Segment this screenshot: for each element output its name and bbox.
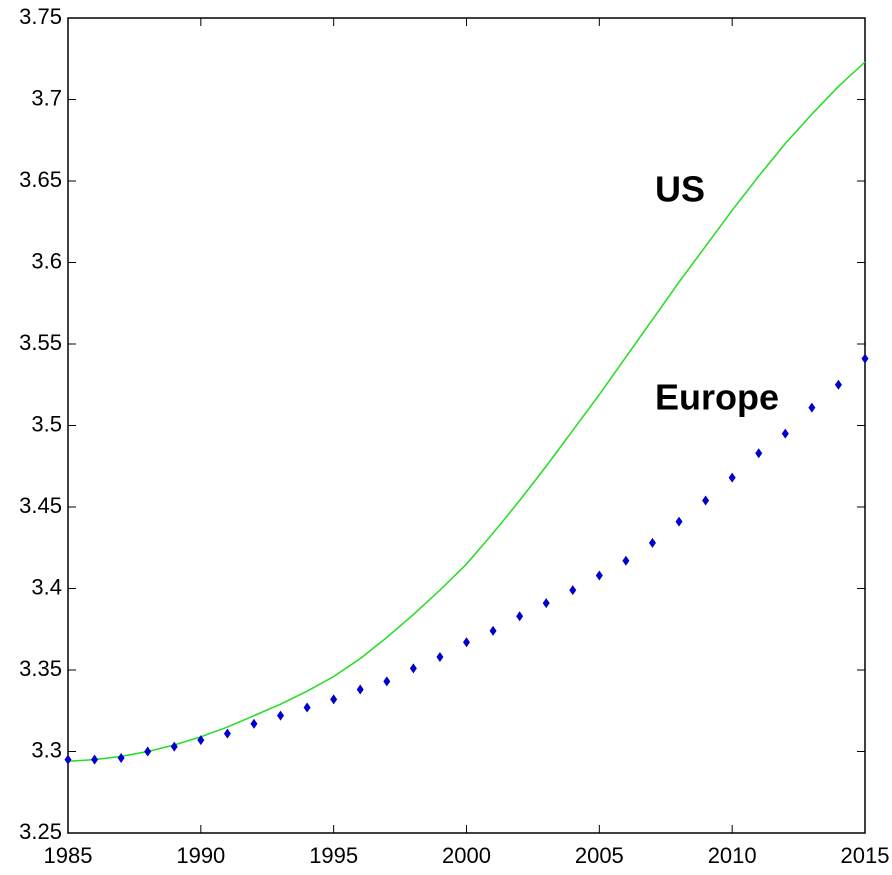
y-tick-label: 3.45 xyxy=(19,493,62,518)
y-tick-label: 3.7 xyxy=(31,85,62,110)
y-tick-label: 3.35 xyxy=(19,656,62,681)
marker xyxy=(595,570,603,581)
marker xyxy=(463,637,470,648)
x-tick-label: 2005 xyxy=(575,843,624,868)
x-tick-label: 1995 xyxy=(309,843,358,868)
marker xyxy=(861,353,869,364)
marker xyxy=(250,718,258,729)
marker xyxy=(834,379,842,390)
marker xyxy=(436,651,444,662)
marker xyxy=(728,472,736,483)
x-tick-label: 1985 xyxy=(44,843,93,868)
plot-frame xyxy=(67,17,866,834)
x-tick-label: 1990 xyxy=(176,843,225,868)
marker xyxy=(781,428,789,439)
y-tick-label: 3.3 xyxy=(31,737,62,762)
marker xyxy=(542,598,550,609)
marker xyxy=(64,754,72,765)
marker xyxy=(223,728,231,739)
marker xyxy=(330,694,338,705)
marker xyxy=(516,611,524,622)
y-tick-label: 3.4 xyxy=(31,574,62,599)
marker xyxy=(569,585,577,596)
marker xyxy=(622,555,630,566)
marker xyxy=(117,753,125,764)
x-tick-label: 2000 xyxy=(442,843,491,868)
y-tick-label: 3.55 xyxy=(19,330,62,355)
marker xyxy=(409,663,417,674)
y-tick-label: 3.5 xyxy=(31,411,62,436)
x-tick-label: 2015 xyxy=(841,843,890,868)
marker xyxy=(144,746,152,757)
marker xyxy=(356,684,364,695)
marker xyxy=(755,448,763,459)
marker xyxy=(303,702,311,713)
marker xyxy=(197,735,205,746)
y-tick-label: 3.25 xyxy=(19,819,62,844)
marker xyxy=(170,741,178,752)
marker xyxy=(808,402,816,413)
y-tick-label: 3.65 xyxy=(19,167,62,192)
marker xyxy=(383,676,391,687)
marker xyxy=(277,710,285,721)
series-label: US xyxy=(655,169,705,210)
marker xyxy=(489,625,497,636)
series-label: Europe xyxy=(655,377,779,418)
x-tick-label: 2010 xyxy=(708,843,757,868)
marker xyxy=(675,516,683,527)
marker xyxy=(91,754,99,765)
y-tick-label: 3.6 xyxy=(31,248,62,273)
marker xyxy=(648,537,656,548)
y-tick-label: 3.75 xyxy=(19,4,62,29)
marker xyxy=(702,495,710,506)
